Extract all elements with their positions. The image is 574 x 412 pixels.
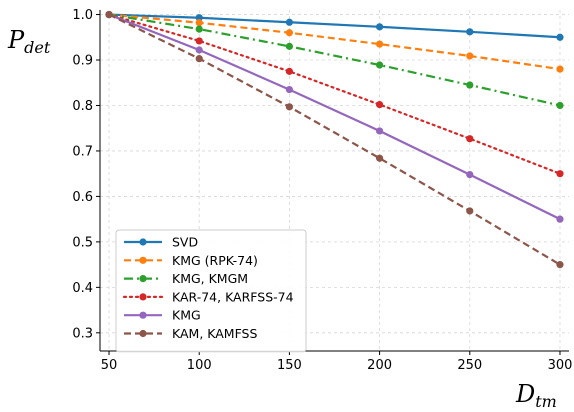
data-point bbox=[375, 127, 384, 135]
legend-box bbox=[115, 229, 307, 353]
legend-marker bbox=[139, 293, 147, 301]
series-line bbox=[108, 13, 561, 266]
series-4 bbox=[105, 10, 564, 178]
legend-marker bbox=[139, 256, 147, 264]
y-tick-label: 0.7 bbox=[72, 144, 93, 159]
data-point bbox=[285, 18, 294, 26]
data-point bbox=[195, 46, 203, 54]
y-tick-label: 0.3 bbox=[72, 326, 93, 341]
legend-label: KMG, KMGM bbox=[172, 271, 248, 286]
data-point bbox=[556, 65, 564, 73]
data-point bbox=[285, 42, 294, 50]
series-5 bbox=[105, 10, 564, 223]
x-tick-label: 50 bbox=[101, 358, 118, 373]
legend: SVD KMG (RPK-74) KMG, KMGM KAR-74, KARFSS-7… bbox=[115, 229, 307, 353]
legend-item: KMG (RPK-74) bbox=[124, 253, 258, 268]
legend-item: SVD bbox=[124, 235, 198, 250]
data-point bbox=[556, 101, 564, 110]
data-point bbox=[556, 215, 564, 223]
data-point bbox=[466, 28, 474, 36]
legend-item: KMG bbox=[124, 308, 201, 323]
series-line bbox=[108, 13, 561, 221]
legend-label: SVD bbox=[172, 235, 198, 250]
legend-label: KMG (RPK-74) bbox=[172, 253, 258, 268]
legend-label: KAM, KAMFSS bbox=[172, 326, 257, 341]
data-point bbox=[375, 154, 384, 162]
data-point bbox=[556, 170, 564, 178]
series-line bbox=[107, 13, 562, 175]
legend-marker bbox=[139, 275, 147, 283]
series-layer bbox=[105, 10, 564, 269]
data-point bbox=[466, 81, 474, 89]
series-6 bbox=[105, 10, 564, 269]
y-tick-label: 0.8 bbox=[72, 99, 93, 114]
series-line bbox=[108, 13, 561, 71]
y-tick-label: 0.6 bbox=[72, 190, 93, 205]
tick-labels: 50 100 150 200 250 300 0.3 0.4 0.5 0.6 0.7 0.8 0.9 1.… bbox=[72, 8, 572, 373]
x-tick-label: 300 bbox=[548, 358, 573, 373]
x-tick-label: 250 bbox=[457, 358, 482, 373]
data-point bbox=[375, 23, 384, 31]
data-point bbox=[556, 261, 564, 269]
legend-marker bbox=[139, 329, 147, 338]
x-tick-label: 100 bbox=[187, 358, 212, 373]
data-point bbox=[195, 55, 203, 63]
legend-marker bbox=[139, 311, 147, 319]
legend-item: KAR-74, KARFSS-74 bbox=[122, 289, 294, 304]
data-point bbox=[195, 25, 203, 33]
data-point bbox=[466, 207, 474, 215]
y-tick-label: 0.4 bbox=[72, 281, 93, 296]
legend-item: KMG, KMGM bbox=[124, 271, 248, 286]
series-3 bbox=[105, 10, 564, 110]
data-point bbox=[285, 103, 294, 111]
data-point bbox=[195, 14, 203, 22]
y-axis-label: Pdet bbox=[7, 26, 51, 57]
y-tick-label: 0.9 bbox=[72, 54, 93, 69]
y-tick-label: 1.0 bbox=[72, 8, 93, 23]
data-point bbox=[466, 135, 474, 143]
x-axis-label: Dtm bbox=[515, 380, 557, 411]
data-point bbox=[285, 67, 294, 75]
series-1 bbox=[105, 10, 564, 41]
data-point bbox=[195, 19, 203, 27]
data-point bbox=[195, 37, 203, 45]
legend-label: KMG bbox=[172, 308, 201, 323]
data-point bbox=[285, 85, 294, 94]
x-tick-label: 200 bbox=[367, 358, 392, 373]
legend-label: KAR-74, KARFSS-74 bbox=[172, 289, 294, 304]
data-point bbox=[556, 33, 564, 41]
data-point bbox=[375, 40, 384, 48]
series-line bbox=[108, 13, 561, 107]
legend-marker bbox=[139, 238, 147, 246]
x-tick-label: 150 bbox=[277, 358, 302, 373]
data-point bbox=[466, 170, 474, 179]
data-point bbox=[285, 29, 294, 37]
data-point bbox=[375, 61, 384, 69]
data-point bbox=[105, 10, 113, 19]
y-tick-label: 0.5 bbox=[72, 235, 93, 250]
data-point bbox=[375, 100, 384, 109]
legend-item: KAM, KAMFSS bbox=[124, 326, 257, 341]
data-point bbox=[466, 52, 474, 60]
series-line bbox=[108, 13, 561, 39]
series-2 bbox=[105, 10, 564, 73]
